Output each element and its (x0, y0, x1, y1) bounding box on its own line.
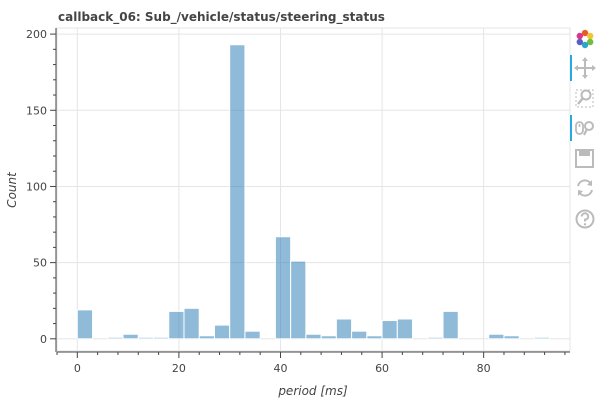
reset-button[interactable] (570, 175, 598, 201)
histogram-bar (107, 336, 124, 340)
x-tick-label: 0 (74, 362, 81, 375)
box-zoom-button[interactable] (570, 85, 598, 111)
save-button[interactable] (570, 145, 598, 171)
histogram-bar (366, 335, 383, 340)
histogram-bar (427, 336, 444, 340)
save-icon (575, 149, 594, 168)
x-tick-label: 20 (172, 362, 186, 375)
plot-frame (56, 27, 571, 352)
pan-icon (574, 57, 596, 79)
x-tick-label: 40 (273, 362, 287, 375)
x-tick-label: 60 (375, 362, 389, 375)
x-axis: 0 20 40 60 80 (56, 351, 570, 375)
pan-button[interactable] (570, 55, 598, 81)
histogram-bar (213, 324, 231, 340)
x-axis-label: period [ms] (277, 384, 348, 398)
help-icon (575, 209, 595, 229)
histogram-bar (137, 336, 155, 340)
bokeh-logo-button[interactable] (570, 26, 598, 52)
histogram-bar (381, 320, 398, 340)
bokeh-logo-icon (576, 29, 594, 49)
histogram-bar (335, 318, 353, 340)
y-tick-label: 50 (33, 257, 47, 270)
y-axis-label: Count (5, 171, 19, 208)
wheel-zoom-icon (575, 121, 594, 136)
histogram-bar (290, 260, 307, 340)
histogram-bar (305, 333, 322, 340)
histogram-bar (198, 335, 215, 340)
y-tick-label: 100 (26, 180, 47, 193)
reset-icon (577, 179, 593, 197)
histogram-bar (122, 333, 139, 340)
histogram-bar (274, 236, 292, 340)
bars (76, 44, 551, 340)
active-indicator (570, 55, 572, 81)
histogram-bar (229, 44, 246, 340)
y-axis: 0 50 100 150 200 (26, 28, 57, 352)
y-tick-label: 150 (26, 104, 47, 117)
histogram-bar (396, 318, 414, 340)
y-tick-label: 0 (40, 333, 47, 346)
histogram-bar (442, 310, 459, 340)
wheel-zoom-button[interactable] (570, 115, 598, 141)
y-tick-label: 200 (26, 28, 47, 41)
histogram-bar (351, 330, 368, 340)
histogram-bar (488, 333, 505, 340)
help-button[interactable] (570, 206, 598, 232)
box-zoom-icon (575, 89, 594, 108)
histogram-bar (320, 335, 337, 340)
histogram-bar (76, 309, 94, 340)
histogram-bar (533, 336, 551, 340)
histogram-bar (153, 336, 170, 340)
histogram-bar (183, 307, 200, 340)
chart-title: callback_06: Sub_/vehicle/status/steerin… (58, 10, 385, 25)
active-indicator (570, 115, 572, 141)
grid (57, 28, 570, 351)
histogram-bar (503, 335, 520, 340)
x-tick-label: 80 (477, 362, 491, 375)
histogram-bar (244, 330, 261, 340)
histogram-bar (168, 310, 185, 340)
